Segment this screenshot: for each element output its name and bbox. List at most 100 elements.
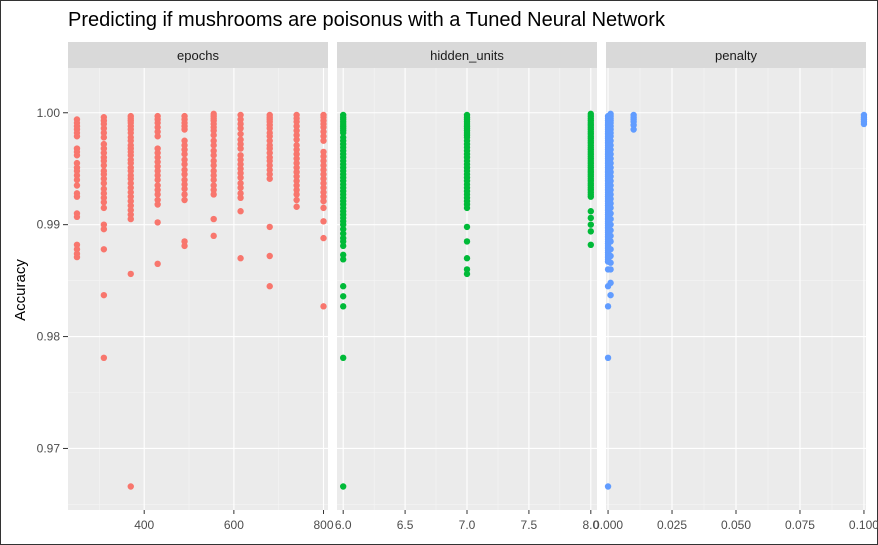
data-point xyxy=(181,242,188,250)
data-point xyxy=(73,246,81,253)
data-point xyxy=(100,291,108,299)
data-point xyxy=(73,133,81,140)
data-point xyxy=(181,126,188,133)
data-point xyxy=(210,232,217,240)
data-point xyxy=(127,180,134,187)
data-point xyxy=(127,193,134,200)
data-point xyxy=(320,171,327,178)
data-point xyxy=(181,238,188,245)
panel-penalty: penalty 0.000 0.025 0.050 0.075 0.100 xyxy=(593,42,878,532)
data-point xyxy=(587,214,595,222)
data-point xyxy=(293,168,300,176)
data-point xyxy=(127,202,134,209)
data-point xyxy=(320,193,327,200)
data-point xyxy=(100,145,108,152)
facet-strip xyxy=(337,42,597,68)
data-point xyxy=(463,238,471,245)
x-tick-label: 7.0 xyxy=(459,518,476,532)
data-point xyxy=(237,145,244,152)
data-point xyxy=(607,159,614,167)
y-axis-title: Accuracy xyxy=(12,259,29,321)
data-point xyxy=(293,159,300,167)
data-point xyxy=(100,125,108,132)
data-point xyxy=(320,153,327,160)
data-point xyxy=(463,255,471,262)
data-point xyxy=(210,147,217,155)
data-point xyxy=(607,232,614,240)
data-point xyxy=(237,120,244,128)
data-point xyxy=(73,253,81,261)
data-point xyxy=(339,129,347,137)
data-point xyxy=(607,238,614,245)
data-point xyxy=(293,203,300,210)
data-point xyxy=(154,182,161,189)
data-point xyxy=(127,152,134,159)
data-point xyxy=(607,204,614,212)
data-point xyxy=(237,194,244,202)
data-point xyxy=(181,166,188,174)
data-point xyxy=(237,152,244,159)
data-point xyxy=(293,122,300,130)
data-point xyxy=(463,266,471,273)
data-point xyxy=(210,162,217,169)
data-point xyxy=(607,279,614,287)
data-point xyxy=(154,124,161,131)
data-point xyxy=(210,182,217,189)
data-point xyxy=(181,146,188,153)
data-point xyxy=(604,303,612,310)
data-point xyxy=(210,167,217,175)
data-point xyxy=(210,127,217,134)
data-point xyxy=(607,186,614,194)
data-point xyxy=(339,221,347,228)
data-point xyxy=(266,149,273,157)
data-point xyxy=(607,252,614,260)
data-point xyxy=(339,293,347,300)
data-point xyxy=(320,128,327,135)
data-point xyxy=(266,162,273,169)
data-point xyxy=(607,200,614,207)
data-point xyxy=(293,118,300,125)
data-point xyxy=(100,149,108,157)
data-point xyxy=(607,191,614,198)
data-point xyxy=(181,196,188,204)
data-point xyxy=(127,483,134,490)
data-point xyxy=(237,125,244,132)
data-point xyxy=(293,136,300,143)
data-point xyxy=(266,171,273,178)
data-point xyxy=(266,133,273,140)
data-point xyxy=(210,152,217,159)
data-point xyxy=(100,225,108,233)
data-point xyxy=(607,142,614,149)
data-point xyxy=(293,127,300,134)
data-point xyxy=(127,175,134,182)
data-point xyxy=(181,161,188,168)
data-point xyxy=(154,133,161,140)
data-point xyxy=(463,223,471,231)
x-tick-label: 6.5 xyxy=(397,518,414,532)
data-point xyxy=(237,169,244,177)
data-point xyxy=(266,125,273,132)
data-point xyxy=(210,191,217,198)
data-point xyxy=(154,154,161,161)
panels-layer: epochs 400 600 800 hidden_units 6.0 6.5 7.0 7.5 8… xyxy=(68,42,878,532)
data-point xyxy=(237,156,244,163)
data-point xyxy=(127,270,134,278)
data-point xyxy=(630,126,637,133)
data-point xyxy=(604,483,612,490)
data-point xyxy=(607,195,614,203)
data-point xyxy=(607,227,614,234)
data-point xyxy=(266,283,273,290)
data-point xyxy=(127,167,134,175)
data-point xyxy=(320,133,327,140)
data-point xyxy=(181,191,188,198)
data-point xyxy=(154,186,161,194)
data-point xyxy=(320,234,327,242)
data-point xyxy=(339,303,347,310)
data-point xyxy=(587,221,595,228)
data-point xyxy=(293,131,300,139)
data-point xyxy=(339,251,347,259)
data-point xyxy=(587,241,595,248)
data-point xyxy=(266,145,273,152)
data-point xyxy=(607,246,614,253)
